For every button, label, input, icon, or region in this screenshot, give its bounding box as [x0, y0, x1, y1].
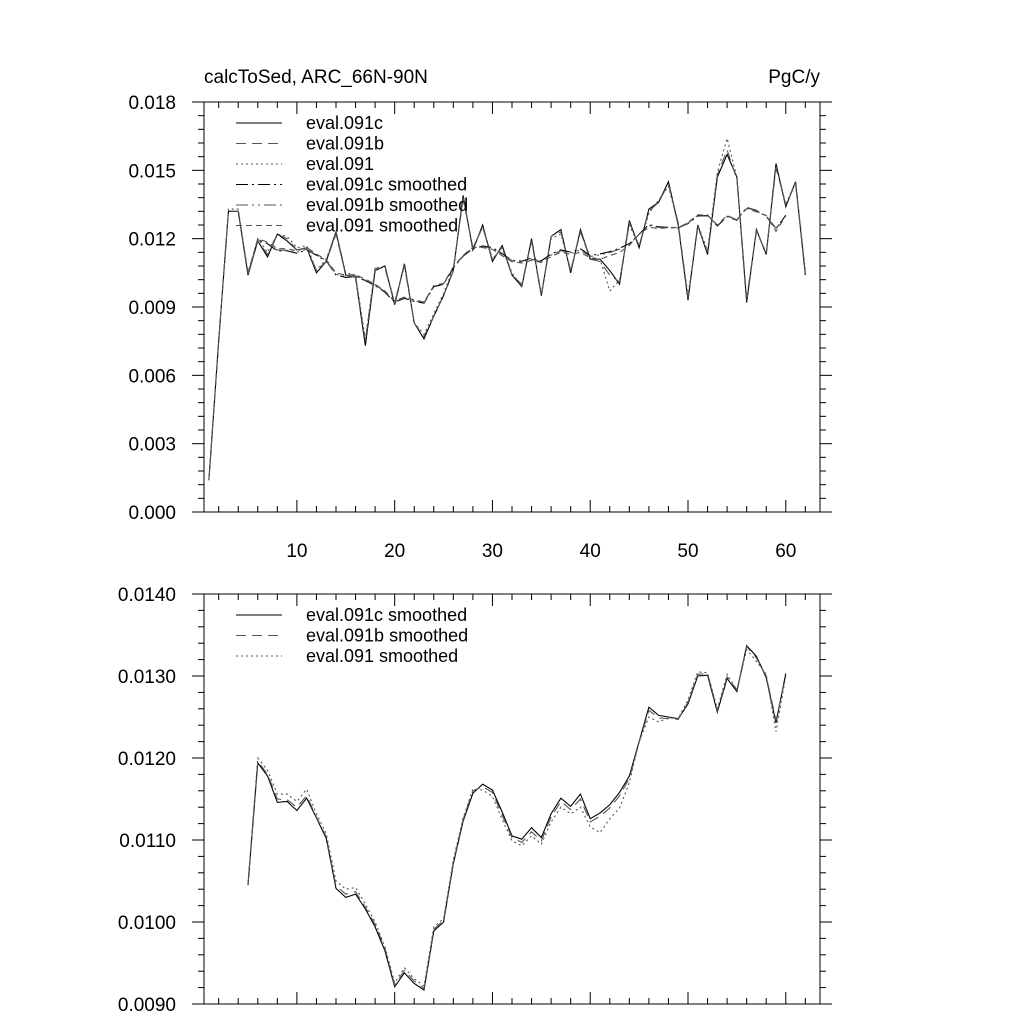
top-series-group: [208, 136, 806, 481]
x-tick-label: 60: [775, 541, 796, 562]
legend-label: eval.091b smoothed: [306, 195, 468, 215]
bottom-panel: 0.0090 0.0100 0.0110 0.0120 0.0130 0.0140 eva…: [118, 585, 832, 1016]
y-tick-label: 0.000: [128, 503, 176, 524]
legend-label: eval.091 smoothed: [306, 216, 458, 236]
legend-label: eval.091c smoothed: [306, 175, 467, 195]
x-tick-label: 50: [677, 541, 698, 562]
y-tick-label: 0.003: [128, 435, 176, 456]
legend-label: eval.091: [306, 154, 374, 174]
bottom-series-group: [247, 644, 787, 991]
y-tick-label: 0.0140: [118, 585, 176, 606]
series-line-2: [208, 136, 806, 481]
top-panel-units: PgC/y: [768, 67, 820, 88]
top-panel-title: calcToSed, ARC_66N-90N: [204, 67, 428, 88]
legend-label: eval.091b: [306, 134, 384, 154]
y-tick-label: 0.0110: [119, 831, 176, 852]
y-tick-label: 0.006: [128, 366, 176, 387]
x-tick-label: 40: [580, 541, 601, 562]
y-tick-label: 0.0130: [118, 667, 176, 688]
x-tick-label: 10: [286, 541, 307, 562]
top-axis-ticks: 10 20 30 40 50 60 0.000 0.003 0.006 0.009 0.012 0.0…: [128, 93, 832, 562]
top-plot-frame: [203, 101, 821, 513]
legend-label: eval.091 smoothed: [306, 646, 458, 666]
y-tick-label: 0.018: [128, 93, 176, 114]
legend-label: eval.091c: [306, 113, 383, 133]
x-tick-label: 30: [482, 541, 503, 562]
y-tick-label: 0.015: [128, 161, 176, 182]
y-tick-label: 0.009: [128, 298, 176, 319]
x-tick-label: 20: [384, 541, 405, 562]
bottom-plot-frame: [203, 593, 821, 1005]
legend-label: eval.091c smoothed: [306, 605, 467, 625]
series-line-0: [208, 152, 806, 481]
top-panel: calcToSed, ARC_66N-90N PgC/y 10 20 30 40 50 6…: [128, 67, 832, 562]
series-line-0: [247, 644, 787, 991]
y-tick-label: 0.012: [128, 230, 176, 251]
y-tick-label: 0.0090: [118, 995, 176, 1016]
bottom-axis-ticks: 0.0090 0.0100 0.0110 0.0120 0.0130 0.0140: [118, 585, 832, 1016]
y-tick-label: 0.0100: [118, 913, 176, 934]
series-line-1: [247, 645, 787, 990]
series-line-2: [247, 648, 787, 987]
legend-label: eval.091b smoothed: [306, 626, 468, 646]
y-tick-label: 0.0120: [118, 749, 176, 770]
series-line-1: [208, 148, 806, 481]
series-line-4: [247, 207, 787, 304]
